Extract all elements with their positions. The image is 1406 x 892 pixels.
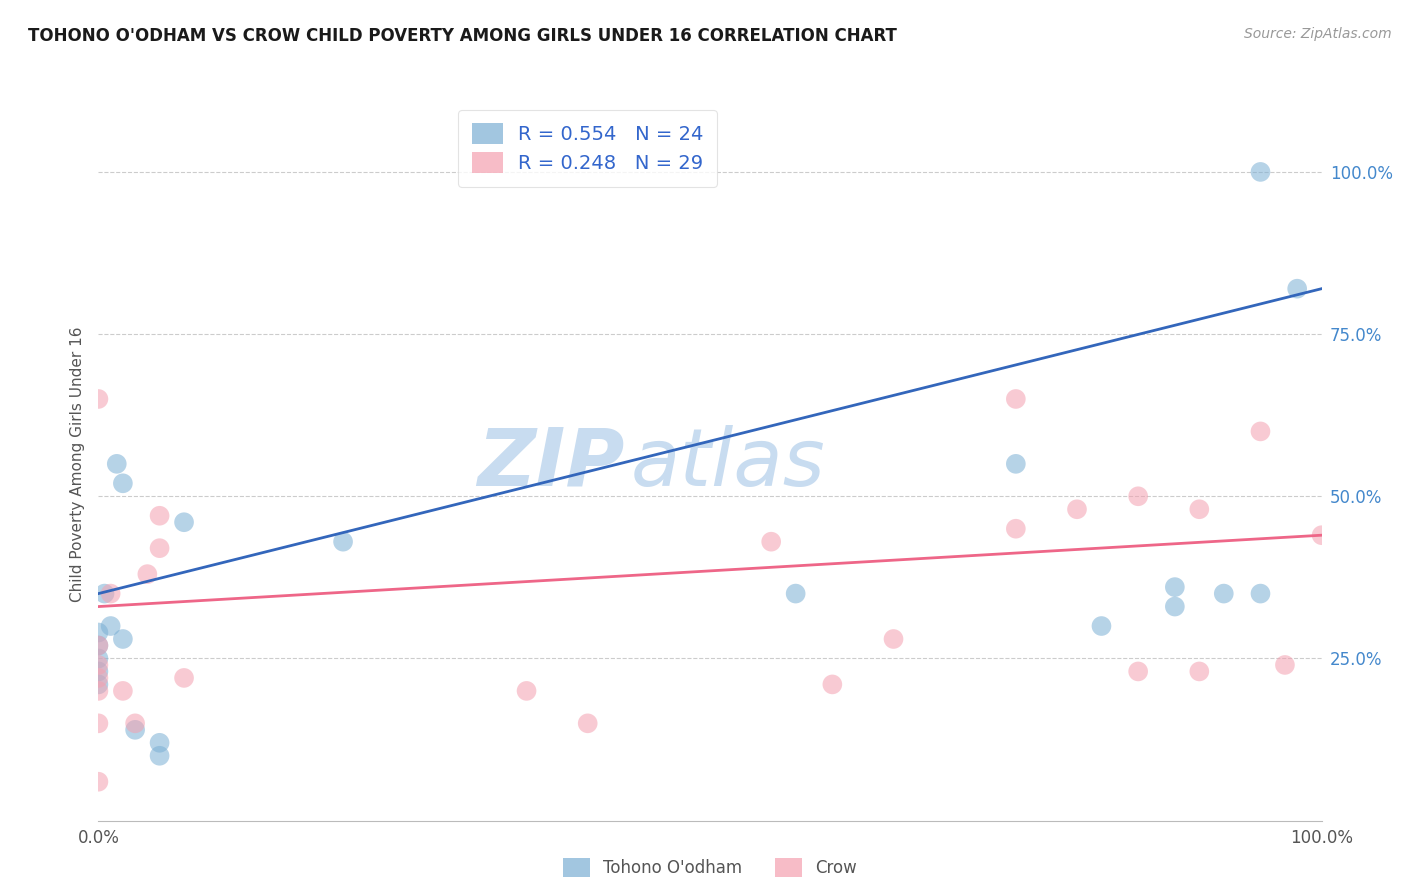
Point	[124, 723, 146, 737]
Point	[87, 625, 110, 640]
Legend: Tohono O'odham, Crow: Tohono O'odham, Crow	[557, 852, 863, 884]
Point	[761, 534, 783, 549]
Point	[100, 586, 122, 600]
Text: TOHONO O'ODHAM VS CROW CHILD POVERTY AMONG GIRLS UNDER 16 CORRELATION CHART: TOHONO O'ODHAM VS CROW CHILD POVERTY AMO…	[28, 27, 897, 45]
Point	[173, 515, 195, 529]
Point	[1066, 502, 1088, 516]
Point	[883, 632, 905, 646]
Point	[1004, 522, 1026, 536]
Point	[1274, 657, 1296, 672]
Point	[87, 677, 110, 691]
Point	[87, 657, 110, 672]
Point	[100, 619, 122, 633]
Point	[1250, 425, 1272, 439]
Point	[87, 639, 110, 653]
Point	[111, 684, 134, 698]
Point	[1310, 528, 1333, 542]
Point	[136, 567, 159, 582]
Point	[516, 684, 538, 698]
Point	[149, 541, 172, 556]
Point	[332, 534, 354, 549]
Point	[821, 677, 844, 691]
Point	[1128, 665, 1150, 679]
Point	[87, 392, 110, 406]
Point	[1212, 586, 1234, 600]
Point	[87, 651, 110, 665]
Point	[1250, 586, 1272, 600]
Point	[1164, 580, 1187, 594]
Point	[1004, 457, 1026, 471]
Point	[1128, 489, 1150, 503]
Text: ZIP: ZIP	[477, 425, 624, 503]
Point	[124, 716, 146, 731]
Point	[785, 586, 807, 600]
Point	[87, 639, 110, 653]
Point	[1090, 619, 1112, 633]
Point	[111, 632, 134, 646]
Text: Source: ZipAtlas.com: Source: ZipAtlas.com	[1244, 27, 1392, 41]
Point	[111, 476, 134, 491]
Point	[87, 671, 110, 685]
Text: atlas: atlas	[630, 425, 825, 503]
Point	[87, 684, 110, 698]
Point	[149, 736, 172, 750]
Point	[576, 716, 599, 731]
Point	[87, 716, 110, 731]
Point	[1188, 665, 1211, 679]
Point	[87, 665, 110, 679]
Point	[1164, 599, 1187, 614]
Point	[105, 457, 128, 471]
Point	[1004, 392, 1026, 406]
Point	[87, 774, 110, 789]
Point	[1286, 282, 1309, 296]
Point	[173, 671, 195, 685]
Point	[93, 586, 115, 600]
Point	[1250, 165, 1272, 179]
Point	[1188, 502, 1211, 516]
Point	[149, 748, 172, 763]
Point	[149, 508, 172, 523]
Y-axis label: Child Poverty Among Girls Under 16: Child Poverty Among Girls Under 16	[69, 326, 84, 601]
